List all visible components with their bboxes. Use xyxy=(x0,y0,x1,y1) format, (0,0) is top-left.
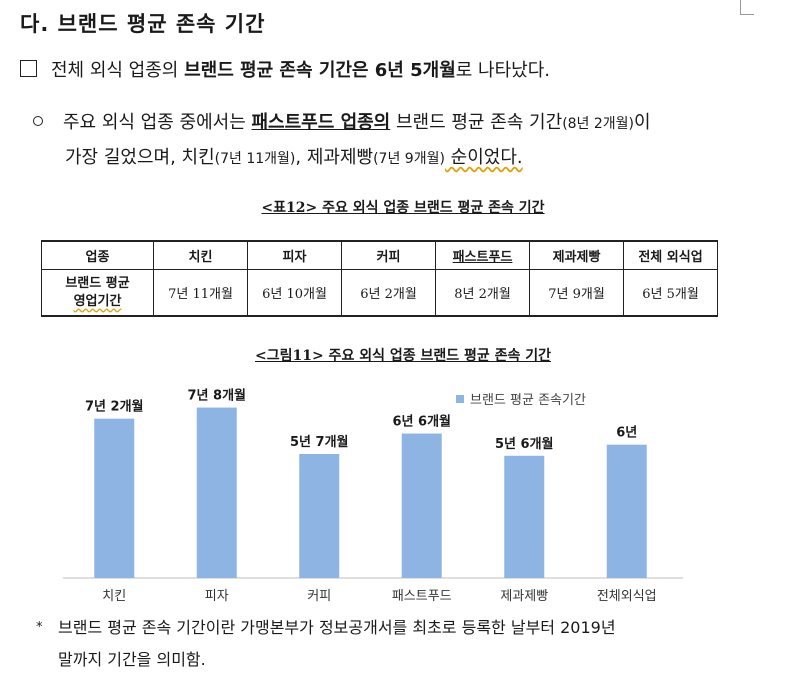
x-tick-label: 치킨 xyxy=(102,589,126,604)
table-cell: 8년 2개월 xyxy=(435,269,530,317)
table-header-cell: 피자 xyxy=(247,240,342,270)
bar-value-label: 5년 6개월 xyxy=(495,436,554,452)
table-header-cell: 업종 xyxy=(41,240,154,270)
detail-text-paren: (8년 2개월) xyxy=(562,116,635,132)
detail-line2-b: (7년 11개월) xyxy=(214,151,296,167)
bar xyxy=(196,407,237,578)
table-cell: 6년 5개월 xyxy=(623,269,718,317)
table-cell: 7년 11개월 xyxy=(153,269,248,317)
section-title: 다. 브랜드 평균 존속 기간 xyxy=(20,12,266,36)
bar-value-label: 5년 7개월 xyxy=(290,434,349,450)
detail-line2-d: (7년 9개월) xyxy=(373,151,445,167)
page-corner-mark-horizontal xyxy=(740,14,754,15)
bar-value-label: 7년 2개월 xyxy=(85,399,144,415)
table-header-cell: 전체 외식업 xyxy=(623,240,718,270)
footnote-star: * xyxy=(36,620,43,635)
circle-bullet-icon xyxy=(33,116,43,126)
table-cell: 6년 10개월 xyxy=(247,269,342,317)
x-tick-label: 제과제빵 xyxy=(500,589,548,604)
detail-text-after: 이 xyxy=(634,112,651,133)
table-header-cell: 치킨 xyxy=(153,240,248,270)
table-header-cell: 커피 xyxy=(341,240,436,270)
bar xyxy=(94,418,135,578)
detail-line2-a: 가장 길었으며, 치킨 xyxy=(65,147,215,168)
legend-swatch xyxy=(456,394,464,403)
bar-value-label: 6년 xyxy=(616,426,637,441)
x-tick-label: 전체외식업 xyxy=(597,589,657,604)
table-header-cell: 패스트푸드 xyxy=(435,240,530,270)
row-label-line1: 브랜드 평균 xyxy=(65,275,130,291)
detail-text-before: 주요 외식 업종 중에서는 xyxy=(63,112,252,133)
figure-caption: <그림11> 주요 외식 업종 브랜드 평균 존속 기간 xyxy=(254,348,552,364)
detail-line2: 가장 길었으며, 치킨(7년 11개월), 제과제빵(7년 9개월) 순이었다. xyxy=(33,141,753,176)
detail-line2-e: 순이었다. xyxy=(444,147,523,168)
chart-legend: 브랜드 평균 존속기간 xyxy=(456,389,586,408)
bar xyxy=(606,444,647,578)
x-tick-label: 커피 xyxy=(307,589,331,604)
row-label-line2: 영업기간 xyxy=(73,293,122,309)
footnote: * 브랜드 평균 존속 기간이란 가맹본부가 정보공개서를 최초로 등록한 날부터… xyxy=(36,612,756,676)
footnote-line2: 말까지 기간을 의미함. xyxy=(58,650,206,669)
bar xyxy=(401,433,442,578)
legend-label: 브랜드 평균 존속기간 xyxy=(470,393,586,408)
summary-text-after: 로 나타났다. xyxy=(455,60,551,81)
table-cell: 7년 9개월 xyxy=(529,269,624,317)
square-bullet-icon xyxy=(20,60,37,77)
detail-paragraph: 주요 외식 업종 중에서는 패스트푸드 업종의 브랜드 평균 존속 기간(8년 … xyxy=(33,106,753,176)
footnote-line1: 브랜드 평균 존속 기간이란 가맹본부가 정보공개서를 최초로 등록한 날부터 … xyxy=(58,618,616,637)
summary-text-bold: 브랜드 평균 존속 기간은 6년 5개월 xyxy=(184,60,456,81)
page-corner-mark xyxy=(740,0,741,14)
bar-value-label: 7년 8개월 xyxy=(188,388,247,404)
summary-paragraph: 전체 외식 업종의 브랜드 평균 존속 기간은 6년 5개월로 나타났다. xyxy=(20,54,550,88)
detail-text-bold: 패스트푸드 업종의 xyxy=(251,112,391,133)
bar xyxy=(299,454,340,578)
table-header-row: 업종 치킨 피자 커피 패스트푸드 제과제빵 전체 외식업 xyxy=(41,240,718,270)
bar xyxy=(504,455,545,578)
table-cell: 6년 2개월 xyxy=(341,269,436,317)
detail-text-mid: 브랜드 평균 존속 기간 xyxy=(390,112,563,133)
bar-value-label: 6년 6개월 xyxy=(393,414,452,430)
summary-text-before: 전체 외식 업종의 xyxy=(51,60,185,81)
table-caption: <표12> 주요 외식 업종 브랜드 평균 존속 기간 xyxy=(261,200,545,216)
detail-line2-c: , 제과제빵 xyxy=(295,147,374,168)
table-header-cell: 제과제빵 xyxy=(529,240,624,270)
x-tick-label: 피자 xyxy=(205,589,229,604)
x-tick-label: 패스트푸드 xyxy=(392,589,452,604)
